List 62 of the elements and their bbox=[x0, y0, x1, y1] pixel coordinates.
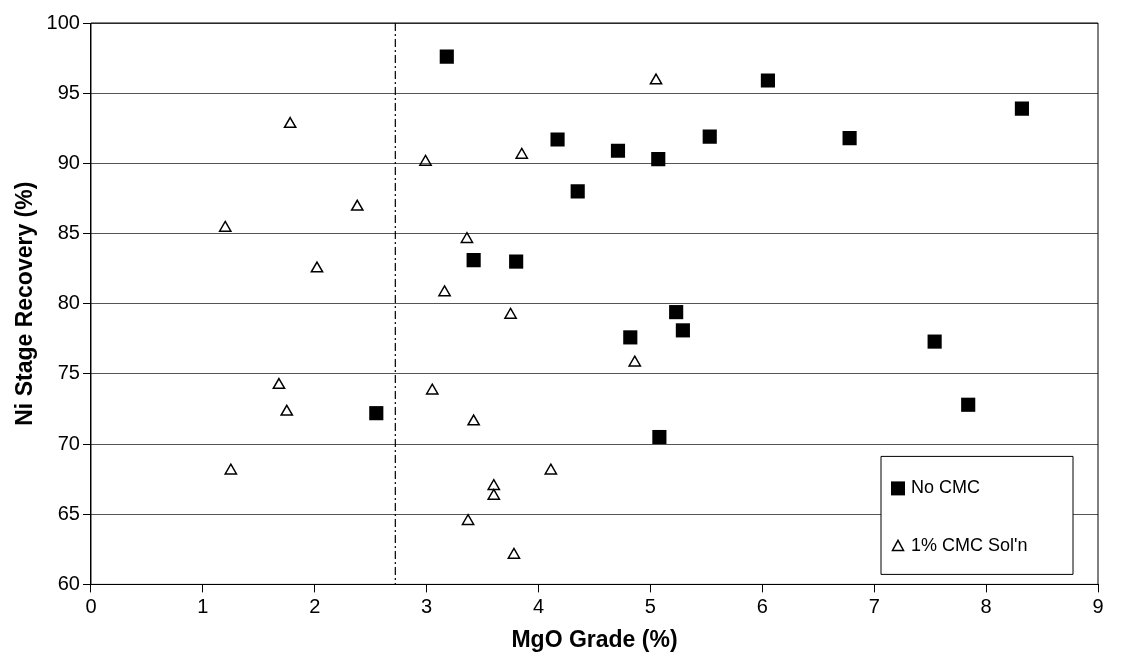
point bbox=[669, 305, 684, 320]
point bbox=[460, 231, 474, 244]
point bbox=[425, 383, 439, 395]
point bbox=[461, 513, 475, 526]
point bbox=[628, 355, 642, 367]
point bbox=[1014, 101, 1029, 116]
point bbox=[649, 73, 663, 85]
point bbox=[487, 478, 501, 491]
point bbox=[419, 154, 432, 166]
y-tick-label: 90 bbox=[57, 150, 80, 173]
point bbox=[439, 49, 454, 64]
y-tick-label: 75 bbox=[57, 361, 80, 384]
y-tick-label: 60 bbox=[57, 571, 80, 594]
point bbox=[310, 261, 324, 273]
y-tick-label: 80 bbox=[57, 291, 80, 314]
point bbox=[280, 404, 294, 416]
y-tick-label: 95 bbox=[57, 80, 80, 103]
point bbox=[218, 220, 232, 232]
x-tick-label: 0 bbox=[85, 594, 97, 617]
point bbox=[224, 463, 238, 475]
x-tick-label: 9 bbox=[1092, 594, 1104, 617]
point bbox=[504, 307, 517, 319]
point bbox=[466, 253, 481, 268]
point bbox=[283, 116, 297, 129]
y-tick-label: 100 bbox=[46, 10, 80, 33]
y-tick-label: 70 bbox=[57, 431, 80, 454]
point bbox=[487, 488, 501, 500]
x-axis-title: MgO Grade (%) bbox=[511, 625, 678, 652]
point bbox=[544, 463, 558, 475]
point bbox=[961, 397, 976, 412]
x-tick-label: 5 bbox=[644, 594, 656, 617]
point bbox=[550, 132, 565, 147]
point bbox=[272, 377, 286, 390]
x-tick-label: 6 bbox=[756, 594, 768, 617]
point bbox=[623, 330, 638, 345]
x-tick-label: 2 bbox=[309, 594, 321, 617]
x-tick-label: 8 bbox=[980, 594, 992, 617]
legend-label: 1% CMC Sol'n bbox=[911, 535, 1028, 556]
point bbox=[369, 406, 384, 421]
x-tick-label: 3 bbox=[421, 594, 433, 617]
point bbox=[507, 547, 521, 559]
point bbox=[350, 199, 364, 211]
x-tick-label: 1 bbox=[197, 594, 209, 617]
point bbox=[438, 285, 451, 297]
point bbox=[515, 147, 529, 159]
y-axis-title: Ni Stage Recovery (%) bbox=[11, 181, 38, 426]
point bbox=[651, 152, 666, 167]
point bbox=[927, 334, 942, 349]
y-tick-label: 85 bbox=[57, 221, 80, 244]
point bbox=[702, 129, 717, 144]
y-tick-label: 65 bbox=[57, 501, 80, 524]
point bbox=[610, 143, 626, 158]
point bbox=[652, 429, 667, 445]
point bbox=[570, 184, 585, 199]
point bbox=[509, 254, 524, 269]
legend-label: No CMC bbox=[911, 477, 981, 498]
point bbox=[467, 414, 481, 426]
point bbox=[760, 73, 775, 88]
x-tick-label: 4 bbox=[532, 594, 545, 617]
point bbox=[842, 131, 857, 146]
point bbox=[675, 323, 690, 338]
x-tick-label: 7 bbox=[868, 594, 880, 617]
